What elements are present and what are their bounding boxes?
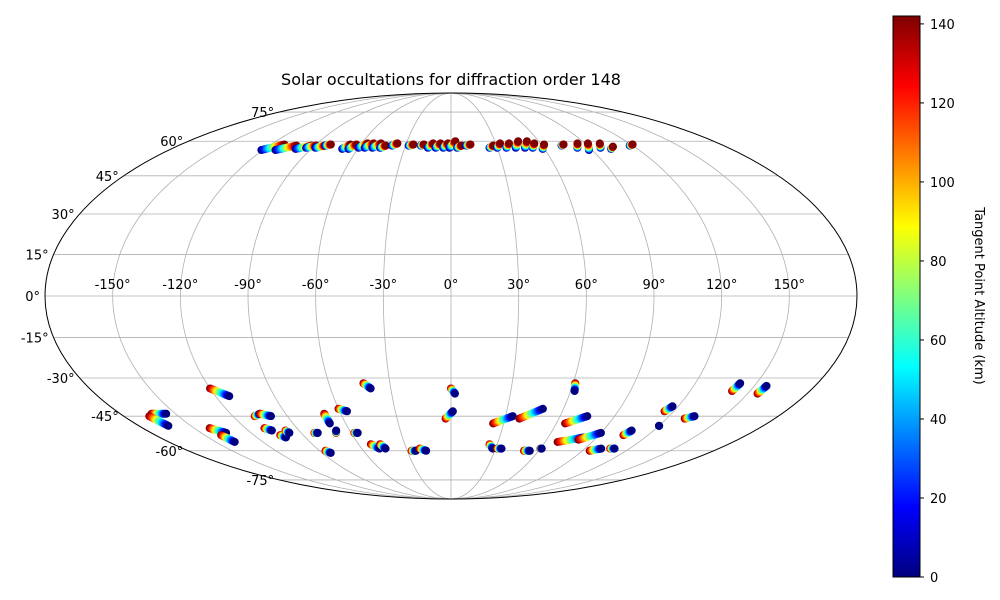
occultation-point [610,444,619,453]
latitude-tick-label: 60° [160,135,183,150]
latitude-tick-label: -15° [21,332,49,347]
occultation-point [522,137,531,146]
occultation-point [628,140,637,149]
occultation-point [225,392,234,401]
latitude-tick-label: -60° [156,445,184,460]
occultation-point [627,426,636,435]
longitude-tick-label: 0° [444,278,459,293]
occultation-point [530,139,539,148]
longitude-tick-label: -30° [369,278,397,293]
longitude-tick-label: -120° [162,278,198,293]
occultation-point [381,444,390,453]
occultation-point [690,412,699,421]
longitude-tick-label: -60° [302,278,330,293]
longitude-tick-label: 120° [706,278,737,293]
occultation-point [326,140,335,149]
occultation-point [450,389,459,398]
occultation-point [381,141,390,150]
occultation-point [230,437,239,446]
occultation-point [655,421,664,430]
occultation-point [466,140,475,149]
occultation-point [559,140,568,149]
occultation-point [505,139,514,148]
occultation-point [668,402,677,411]
latitude-tick-labels: -75° -60° -45° -30° -15° 0° 15° 30° 45° 60° 75° [21,106,274,489]
colorbar-tick-label: 120 [930,97,955,112]
occultation-point [393,139,402,148]
occultation-point [762,381,771,390]
colorbar-ticks: 0 20 40 60 80 100 120 140 [920,18,955,586]
occultation-point [537,444,546,453]
latitude-tick-label: 45° [96,170,119,185]
occultation-point [409,140,418,149]
occultation-point [573,139,582,148]
occultation-point [164,421,173,430]
latitude-tick-label: 0° [25,290,40,305]
meridian-line [179,93,452,499]
occultation-point [570,387,579,396]
colorbar-tick-label: 100 [930,176,955,191]
colorbar-gradient [892,15,921,578]
colorbar-tick-label: 20 [930,492,947,507]
occultation-point [285,428,294,437]
occultation-point [514,137,523,146]
occultation-point [267,426,276,435]
occultation-point [332,426,341,435]
occultation-point [353,428,362,437]
occultation-point [597,444,606,453]
occultation-point [325,419,334,428]
occultation-point [596,428,605,437]
graticule [45,93,857,499]
latitude-tick-label: -45° [91,410,119,425]
latitude-tick-label: 15° [26,248,49,263]
colorbar-tick-label: 60 [930,334,947,349]
occultation-point [538,404,547,413]
colorbar-label: Tangent Point Altitude (km) [971,206,986,384]
occultation-point [540,140,549,149]
meridian-line [382,93,452,499]
colorbar: 0 20 40 60 80 100 120 140 Tangent Point Altitud… [892,15,986,586]
map-outline [44,92,858,500]
longitude-tick-label: -150° [95,278,131,293]
occultation-point [422,446,431,455]
chart-title: Solar occultations for diffraction order… [281,70,621,89]
colorbar-tick-label: 40 [930,413,947,428]
meridian-line [112,93,452,499]
occultation-point [343,407,352,416]
occultation-point [448,407,457,416]
colorbar-tick-label: 140 [930,18,955,33]
longitude-tick-label: 60° [575,278,598,293]
meridian-line [450,93,723,499]
colorbar-tick-label: 80 [930,255,947,270]
meridian-line [450,93,790,499]
longitude-tick-label: 150° [774,278,805,293]
meridian-line [450,93,655,499]
occultation-point [583,139,592,148]
longitude-tick-labels: -150° -120° -90° -60° -30° 0° 30° 60° 90° 120° 150… [95,278,805,293]
occultation-point [595,139,604,148]
occultation-point [326,448,335,457]
meridian-line [247,93,452,499]
latitude-tick-label: 75° [251,106,274,121]
occultation-point [608,142,617,151]
occultation-point [736,379,745,388]
latitude-tick-label: -30° [47,372,75,387]
occultation-point [583,412,592,421]
occultation-point [496,139,505,148]
occultation-point [497,444,506,453]
colorbar-tick-label: 0 [930,571,938,586]
occultation-point [162,409,171,418]
occultation-point [508,412,517,421]
longitude-tick-label: 90° [642,278,665,293]
occultation-point [313,428,322,437]
longitude-tick-label: 30° [507,278,530,293]
scatter-points [145,137,771,457]
latitude-tick-label: 30° [52,208,75,223]
occultation-point [267,412,276,421]
occultation-point [525,446,534,455]
longitude-tick-label: -90° [234,278,262,293]
latitude-tick-label: -75° [246,474,274,489]
occultation-point [366,384,375,393]
